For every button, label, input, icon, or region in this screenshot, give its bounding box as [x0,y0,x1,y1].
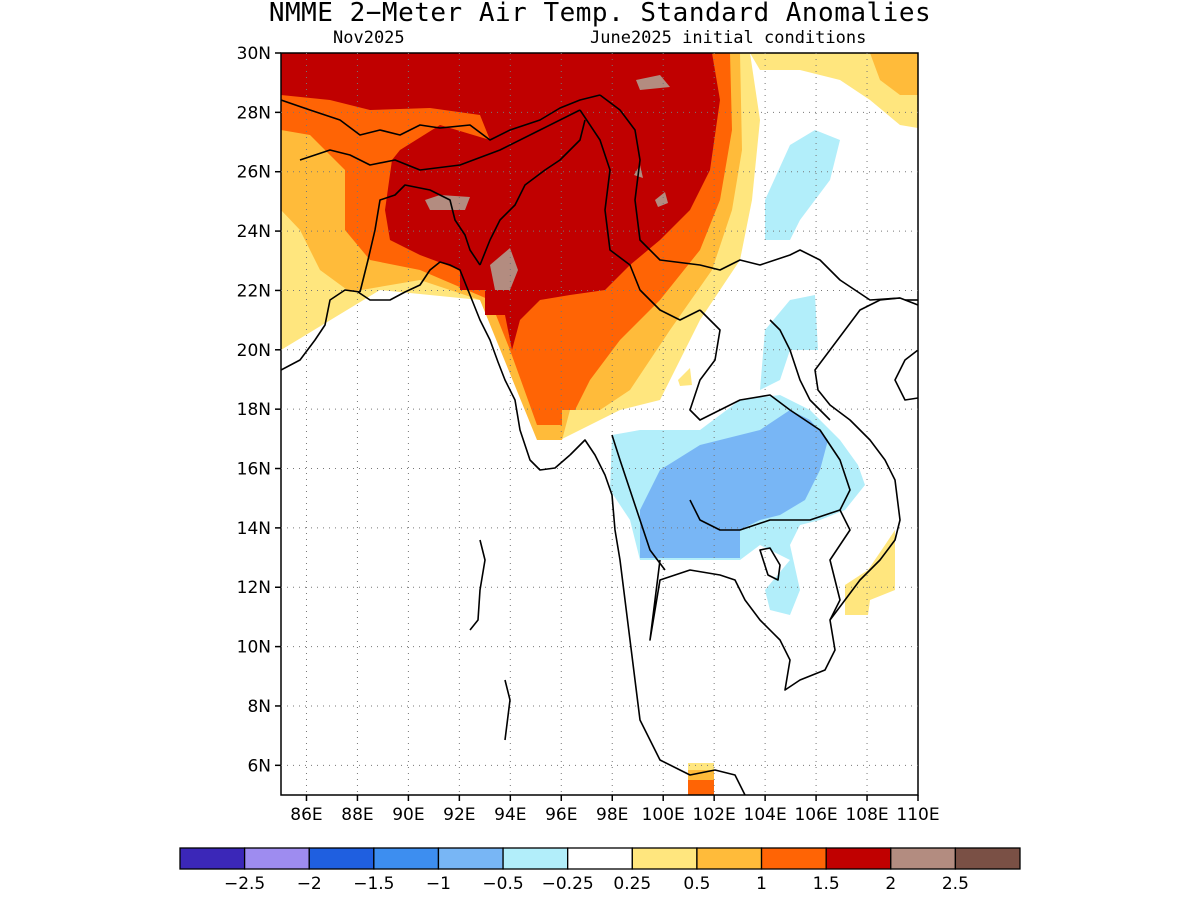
lat-tick-label: 18N [237,400,271,420]
lon-tick-label: 110E [896,805,939,825]
lat-tick-label: 20N [237,341,271,361]
lat-tick-label: 30N [237,44,271,64]
colorbar-label: −1 [426,874,451,894]
forecast-month: Nov2025 [333,28,405,48]
lat-tick-label: 26N [237,163,271,183]
lat-tick-label: 8N [247,697,271,717]
lat-tick-label: 14N [237,519,271,539]
initial-conditions: June2025 initial conditions [590,28,867,48]
coastline-gulf-thailand [649,297,918,691]
lat-tick-label: 24N [237,222,271,242]
coastline-myanmar-south [569,439,746,795]
border-myanmar-india [579,109,701,321]
anomaly-yellow-se [845,530,895,615]
border-laos-thailand [689,309,851,531]
anomaly-dark-orange-south [688,780,714,795]
lat-tick-label: 28N [237,103,271,123]
border-thailand-myanmar [611,434,666,571]
map-title: NMME 2−Meter Air Temp. Standard Anomalie… [268,0,932,28]
coastline-india [281,289,361,371]
lat-tick-label: 10N [237,638,271,658]
colorbar-swatch [954,847,1021,870]
border-laos-vietnam [769,319,831,421]
longitude-ticks: 86E 88E 90E 92E 94E 96E 98E 100E 102E 104E 106E 108… [290,795,940,825]
lon-tick-label: 88E [341,805,373,825]
colorbar-label: −0.25 [542,874,594,894]
anomaly-yellow-spot [678,368,692,386]
map-frame [280,52,919,796]
colorbar-label: 2 [885,874,896,894]
border-bangladesh [359,184,481,293]
coastline-bengal [357,261,571,471]
anomaly-field [281,53,918,795]
colorbar: −2.5 −2 −1.5 −1 −0.5 −0.25 0.25 0.5 1 1.5 2 2.5 [179,847,1021,894]
border-myanmar-west [479,119,586,266]
lon-tick-label: 90E [392,805,424,825]
anomaly-brown-2 [425,195,470,210]
lon-tick-label: 98E [596,805,628,825]
colorbar-swatch [373,847,440,870]
colorbar-label: 1 [756,874,767,894]
lat-tick-label: 16N [237,460,271,480]
colorbar-label: 1.5 [813,874,840,894]
lat-tick-label: 12N [237,578,271,598]
colorbar-label: −2.5 [224,874,265,894]
colorbar-label: 0.5 [683,874,710,894]
colorbar-swatch [567,847,633,870]
anomaly-lightblue-laos [760,295,818,390]
anomaly-red [281,53,720,350]
colorbar-swatch [179,847,246,870]
latitude-ticks: 30N 28N 26N 24N 22N 20N 18N 16N 14N 12N 10N 8N 6N [237,44,281,776]
colorbar-swatch [825,847,892,870]
colorbar-swatch [696,847,763,870]
anomaly-brown-5 [655,192,668,207]
lon-tick-label: 104E [744,805,787,825]
lon-tick-label: 106E [794,805,837,825]
lon-tick-label: 92E [443,805,475,825]
lat-tick-label: 22N [237,281,271,301]
colorbar-swatch [243,847,310,870]
border-china [599,94,901,301]
colorbar-label: −1.5 [353,874,394,894]
colorbar-swatch [437,847,504,870]
colorbar-label: 2.5 [942,874,969,894]
coastline-gulf-tonkin [894,349,918,401]
lat-tick-label: 6N [247,756,271,776]
graticule [281,53,918,795]
anomaly-lightblue-north [765,130,840,240]
colorbar-swatch [308,847,375,870]
lon-tick-label: 108E [845,805,888,825]
anomaly-yellow-east [750,53,918,128]
coastlines-borders [281,94,918,795]
island-andaman [469,539,486,631]
lake-tonle-sap [759,547,781,581]
border-vietnam-cambodia [829,509,851,621]
border-nepal-bhutan [281,94,601,141]
colorbar-label: 0.25 [613,874,651,894]
colorbar-swatch [890,847,957,870]
colorbar-label: −0.5 [482,874,523,894]
anomaly-brown-1 [636,75,670,90]
colorbar-swatch [760,847,827,870]
anomaly-brown-3 [490,248,518,290]
colorbar-label: −2 [297,874,322,894]
lon-tick-label: 100E [642,805,685,825]
lon-tick-label: 86E [290,805,322,825]
island-nicobar [504,679,511,741]
lon-tick-label: 102E [693,805,736,825]
anomaly-orange-ne [870,53,918,95]
border-india-east [299,109,581,171]
colorbar-swatch [502,847,569,870]
anomaly-mediumblue [640,410,828,558]
lon-tick-label: 96E [545,805,577,825]
lon-tick-label: 94E [494,805,526,825]
colorbar-swatch [631,847,698,870]
